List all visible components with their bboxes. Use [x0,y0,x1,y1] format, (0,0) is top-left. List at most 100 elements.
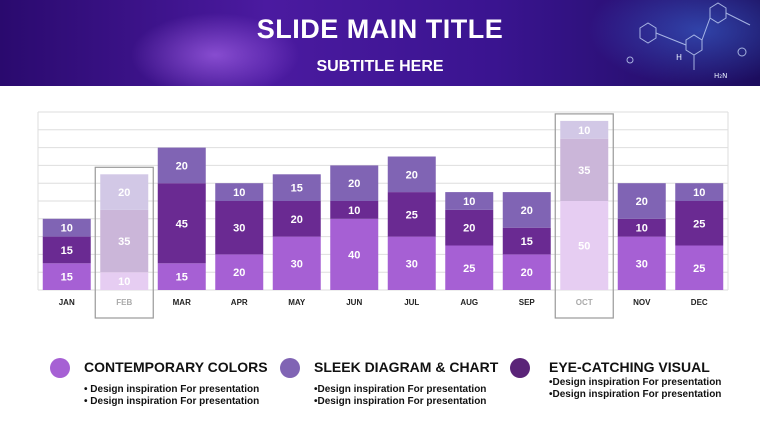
data-label: 20 [176,160,188,172]
legend-text: •Design inspiration For presentation [549,377,722,388]
data-label: 30 [233,223,245,235]
data-label: 10 [348,205,360,217]
stacked-bar-chart: 15 15 10 JAN 10 35 20 FEB 15 45 20 MAR 20 30 10 APR 30 20… [37,111,729,319]
bar-segment [215,254,264,290]
data-label: 10 [463,196,475,208]
bar-segment [272,174,321,201]
legend-text: • Design inspiration For presentation [84,384,260,395]
x-tick-label: JUN [346,298,362,307]
data-label: 30 [291,258,303,270]
data-label: 20 [521,267,533,279]
x-tick-label: MAY [288,298,306,307]
legend-title: SLEEK DIAGRAM & CHART [314,359,499,375]
data-label: 20 [636,196,648,208]
legend-text: • Design inspiration For presentation [84,396,260,407]
x-tick-label: MAR [173,298,191,307]
bar-segment [330,201,379,219]
bar-segment [272,201,321,237]
data-label: 20 [291,214,303,226]
slide-title: SLIDE MAIN TITLE [256,14,504,44]
bar-segment [445,245,494,290]
bar-segment [387,156,436,193]
data-label: 20 [406,169,418,181]
data-label: 50 [578,241,590,253]
bar-segment [157,263,206,290]
legend-text: •Design inspiration For presentation [549,389,722,400]
bar-segment [42,218,91,237]
legend-title: EYE-CATCHING VISUAL [549,359,710,375]
data-label: 10 [118,276,130,288]
x-tick-label: NOV [633,298,651,307]
data-label: 35 [118,236,130,248]
data-label: 15 [176,272,188,284]
data-label: 30 [636,258,648,270]
bar-segment [330,165,379,201]
bar-segment [675,245,724,290]
x-tick-label: APR [231,298,248,307]
bar-segment [502,227,551,255]
bar-segment [675,201,724,246]
bar-segment [502,192,551,228]
x-tick-label: SEP [519,298,536,307]
bar-segment [100,174,149,210]
data-label: 25 [693,263,705,275]
legend-text: •Design inspiration For presentation [314,384,487,395]
x-tick-label: OCT [576,298,593,307]
bar-segment [272,236,321,290]
data-label: 20 [348,178,360,190]
data-label: 20 [521,205,533,217]
legend-title: CONTEMPORARY COLORS [84,359,268,375]
data-label: 10 [578,125,590,137]
bar-segment [157,183,206,264]
bar-segment [445,192,494,210]
data-label: 10 [636,223,648,235]
data-label: 15 [291,183,303,195]
data-label: 25 [463,263,475,275]
data-label: 25 [406,209,418,221]
bar-segment [215,183,264,201]
x-tick-label: DEC [691,298,708,307]
x-tick-label: JAN [59,298,75,307]
highlight-frame [94,166,154,319]
bar-segment [42,263,91,290]
bar-segment [560,120,609,139]
data-label: 30 [406,258,418,270]
bar-segment [617,183,666,219]
data-label: 20 [233,267,245,279]
legend-dot-eye-catching [510,358,530,378]
legend-dot-contemporary [50,358,70,378]
data-label: 10 [233,187,245,199]
bar-segment [617,236,666,290]
svg-text:H₂N: H₂N [714,72,727,80]
bar-segment [387,236,436,290]
data-label: 15 [61,272,73,284]
bar-segment [42,236,91,264]
x-tick-label: JUL [404,298,419,307]
bar-segment [157,147,206,184]
svg-text:H: H [676,53,682,62]
slide-subtitle: SUBTITLE HERE [316,58,444,75]
bar-segment [560,138,609,201]
bar-segment [502,254,551,290]
molecule-graphic-icon: H H₂N [626,2,751,80]
data-label: 10 [693,187,705,199]
bar-segment [100,209,149,273]
data-label: 15 [521,236,533,248]
bar-segment [387,192,436,237]
data-label: 45 [176,218,188,230]
header-banner: H H₂N [0,0,760,86]
bar-segment [617,218,666,237]
data-label: 20 [118,187,130,199]
bar-segment [100,272,149,290]
bar-segment [445,209,494,246]
legend-text: •Design inspiration For presentation [314,396,487,407]
data-label: 25 [693,218,705,230]
data-label: 10 [61,223,73,235]
data-label: 20 [463,223,475,235]
data-label: 35 [578,165,590,177]
x-tick-label: AUG [460,298,478,307]
data-label: 15 [61,245,73,257]
bar-segment [675,183,724,201]
legend-dot-sleek [280,358,300,378]
highlight-frame [554,113,614,319]
